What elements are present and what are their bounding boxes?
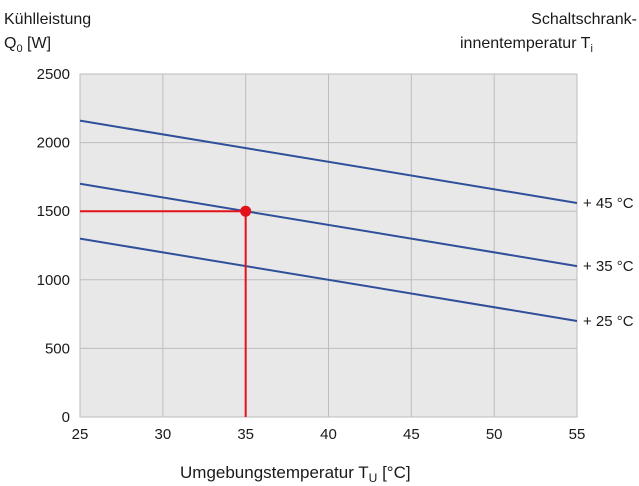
operating-point-dot — [240, 205, 252, 217]
x-tick-label: 40 — [320, 426, 337, 443]
series-lines: + 45 °C + 35 °C + 25 °C — [79, 119, 634, 330]
series-label: + 45 °C — [583, 195, 634, 212]
series-label: + 25 °C — [583, 313, 634, 330]
x-tick-label: 45 — [403, 426, 420, 443]
y-tick-label: 500 — [45, 340, 70, 357]
plot-border — [79, 73, 578, 418]
y-tick-labels: 0 500 1000 1500 2000 2500 — [37, 66, 70, 426]
curve-parameter-title: Schaltschrank- — [531, 11, 637, 28]
series-label: + 35 °C — [583, 258, 634, 275]
curve-parameter-subscript: i — [590, 43, 592, 55]
x-tick-label: 50 — [486, 426, 503, 443]
x-axis-title: Umgebungstemperatur TU [°C] — [180, 463, 411, 485]
x-tick-label: 55 — [569, 426, 586, 443]
curve-parameter-name: innentemperatur Ti — [460, 35, 593, 55]
y-axis-title: Kühlleistung — [4, 11, 91, 28]
series-line — [79, 182, 578, 268]
y-axis-subscript: 0 — [16, 43, 22, 55]
series-line — [79, 237, 578, 322]
x-tick-labels: 25 30 35 40 45 50 55 — [72, 426, 586, 443]
x-tick-label: 35 — [237, 426, 254, 443]
y-tick-label: 2000 — [37, 135, 70, 152]
x-tick-label: 30 — [154, 426, 171, 443]
y-axis-quantity: Q0 [W] — [4, 35, 51, 55]
y-axis-symbol: Q — [4, 35, 16, 52]
x-tick-label: 25 — [72, 426, 89, 443]
y-tick-label: 0 — [62, 409, 70, 426]
curve-parameter-label: innentemperatur T — [460, 35, 591, 52]
x-axis-subscript: U — [369, 471, 378, 485]
series-line — [79, 119, 578, 204]
y-tick-label: 1000 — [37, 272, 70, 289]
y-axis-unit: [W] — [23, 35, 51, 52]
y-tick-label: 1500 — [37, 203, 70, 220]
x-axis-unit: [°C] — [377, 463, 410, 482]
y-tick-label: 2500 — [37, 66, 70, 83]
x-axis-label: Umgebungstemperatur T — [180, 463, 369, 482]
operating-point — [80, 205, 252, 417]
